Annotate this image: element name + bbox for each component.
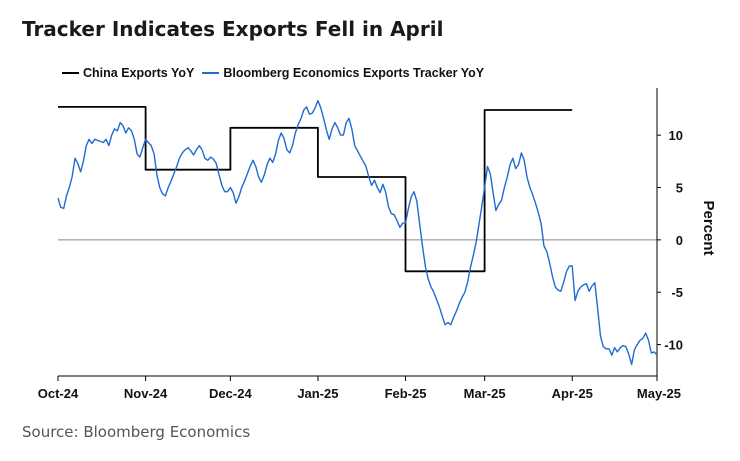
x-tick-label: Dec-24 (209, 386, 252, 401)
legend-swatch-china-exports (62, 72, 79, 74)
legend-item-exports-tracker: Bloomberg Economics Exports Tracker YoY (202, 66, 484, 80)
y-axis-title: Percent (700, 200, 717, 255)
series-line-exports-tracker (57, 99, 658, 366)
x-tick-label: May-25 (637, 386, 681, 401)
y-tick-label: 0 (676, 233, 683, 248)
x-tick-label: Apr-25 (552, 386, 593, 401)
x-tick-label: Feb-25 (385, 386, 427, 401)
x-tick-label: Jan-25 (297, 386, 338, 401)
legend-label-china-exports: China Exports YoY (83, 66, 195, 80)
y-tick-label: 5 (676, 180, 683, 195)
y-tick-label: -10 (664, 338, 683, 353)
series-line-china-exports (58, 106, 573, 273)
x-tick-label: Nov-24 (124, 386, 168, 401)
x-tick-label: Mar-25 (464, 386, 506, 401)
x-tick-label: Oct-24 (38, 386, 79, 401)
y-tick-label: -5 (671, 285, 683, 300)
legend-swatch-exports-tracker (202, 72, 220, 74)
chart-title: Tracker Indicates Exports Fell in April (22, 17, 444, 41)
source-note: Source: Bloomberg Economics (22, 423, 251, 441)
legend-item-china-exports: China Exports YoY (62, 66, 194, 80)
y-tick-label: 10 (669, 128, 683, 143)
chart-legend: China Exports YoY Bloomberg Economics Ex… (62, 66, 492, 80)
legend-label-exports-tracker: Bloomberg Economics Exports Tracker YoY (223, 66, 485, 80)
